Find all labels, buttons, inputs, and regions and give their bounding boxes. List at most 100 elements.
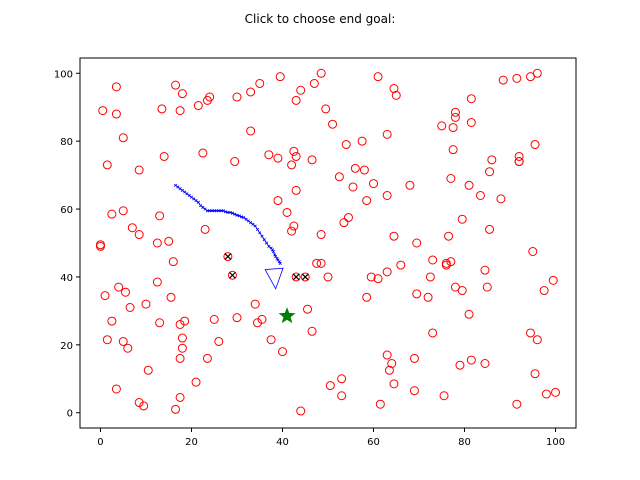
- obstacle-marker: [307, 155, 317, 165]
- obstacle-marker: [152, 277, 162, 287]
- obstacle-marker: [389, 231, 399, 241]
- obstacle-marker: [246, 126, 256, 136]
- goal-star[interactable]: [278, 307, 296, 324]
- path-point: [278, 261, 282, 265]
- obstacle-marker: [232, 92, 242, 102]
- path-point: [194, 198, 198, 203]
- obstacle-marker: [95, 241, 105, 251]
- obstacle-marker: [309, 78, 319, 88]
- obstacle-marker: [134, 398, 144, 408]
- obstacle-marker: [389, 84, 399, 94]
- obstacle-marker: [455, 360, 465, 370]
- obstacle-marker: [337, 391, 347, 401]
- path-point: [253, 224, 257, 228]
- obstacle-marker: [316, 230, 326, 240]
- obstacle-marker: [457, 214, 467, 224]
- obstacle-marker: [111, 82, 121, 92]
- obstacle-marker: [127, 223, 137, 233]
- obstacle-marker: [405, 180, 415, 190]
- obstacle-marker: [373, 72, 383, 82]
- obstacle-marker: [532, 68, 542, 78]
- path-point: [173, 183, 178, 187]
- path-point: [258, 231, 262, 235]
- x-tick-label: 100: [546, 437, 565, 448]
- obstacle-marker: [323, 272, 333, 282]
- path-point: [246, 219, 250, 223]
- obstacle-marker: [366, 272, 376, 282]
- y-tick-label: 20: [60, 341, 73, 352]
- obstacle-marker: [296, 406, 306, 416]
- obstacle-marker: [525, 328, 535, 338]
- path-point: [255, 227, 260, 232]
- obstacle-marker: [384, 365, 394, 375]
- obstacle-marker: [482, 282, 492, 292]
- obstacle-marker: [143, 365, 153, 375]
- obstacle-marker: [255, 78, 265, 88]
- obstacle-marker: [464, 180, 474, 190]
- obstacle-marker: [159, 151, 169, 161]
- obstacle-marker: [252, 318, 262, 328]
- obstacle-marker: [107, 316, 117, 326]
- y-tick-label: 40: [60, 273, 73, 284]
- x-tick-label: 40: [276, 437, 289, 448]
- obstacle-marker: [343, 213, 353, 223]
- obstacle-marker: [334, 172, 344, 182]
- y-tick-label: 100: [54, 69, 73, 80]
- obstacle-hit-marker: [223, 252, 233, 262]
- path-point: [277, 260, 281, 264]
- obstacle-marker: [448, 123, 458, 133]
- obstacle-marker: [202, 353, 212, 363]
- path-point: [237, 214, 241, 218]
- obstacle-marker: [466, 117, 476, 127]
- path-point: [201, 205, 205, 209]
- obstacle-marker: [387, 359, 397, 369]
- obstacle-marker: [177, 89, 187, 99]
- obstacle-marker: [428, 328, 438, 338]
- obstacle-marker: [118, 133, 128, 143]
- path-point: [228, 210, 232, 215]
- obstacle-marker: [312, 258, 322, 268]
- obstacle-marker: [450, 107, 460, 117]
- obstacle-marker: [375, 399, 385, 409]
- obstacle-marker: [275, 72, 285, 82]
- obstacle-marker: [316, 68, 326, 78]
- obstacle-marker: [134, 230, 144, 240]
- obstacle-marker: [303, 304, 313, 314]
- obstacle-marker: [339, 218, 349, 228]
- obstacle-hit-marker: [227, 270, 237, 280]
- obstacle-marker: [291, 185, 301, 195]
- obstacle-marker: [316, 258, 326, 268]
- obstacle-marker: [168, 257, 178, 267]
- path-point: [192, 197, 196, 201]
- obstacle-marker: [325, 381, 335, 391]
- obstacle-marker: [514, 151, 524, 161]
- path-point: [273, 253, 277, 257]
- obstacle-marker: [291, 95, 301, 105]
- obstacle-marker: [191, 377, 201, 387]
- plot-area[interactable]: [95, 68, 561, 416]
- obstacle-marker: [428, 255, 438, 265]
- chart-title: Click to choose end goal:: [245, 12, 396, 26]
- obstacle-marker: [464, 309, 474, 319]
- obstacle-marker: [409, 353, 419, 363]
- obstacle-marker: [498, 75, 508, 85]
- obstacle-marker: [448, 145, 458, 155]
- obstacle-marker: [551, 387, 561, 397]
- obstacle-marker: [539, 286, 549, 296]
- obstacle-marker: [409, 386, 419, 396]
- obstacle-marker: [485, 224, 495, 234]
- obstacle-marker: [382, 129, 392, 139]
- path-point: [180, 188, 184, 192]
- obstacle-marker: [193, 101, 203, 111]
- obstacle-marker: [175, 353, 185, 363]
- path-point: [235, 213, 239, 217]
- obstacle-marker: [412, 238, 422, 248]
- obstacle-marker: [102, 160, 112, 170]
- obstacle-marker: [382, 190, 392, 200]
- obstacle-marker: [155, 211, 165, 221]
- obstacle-marker: [321, 104, 331, 114]
- obstacle-marker: [123, 343, 133, 353]
- obstacle-marker: [532, 335, 542, 345]
- obstacle-marker: [111, 109, 121, 119]
